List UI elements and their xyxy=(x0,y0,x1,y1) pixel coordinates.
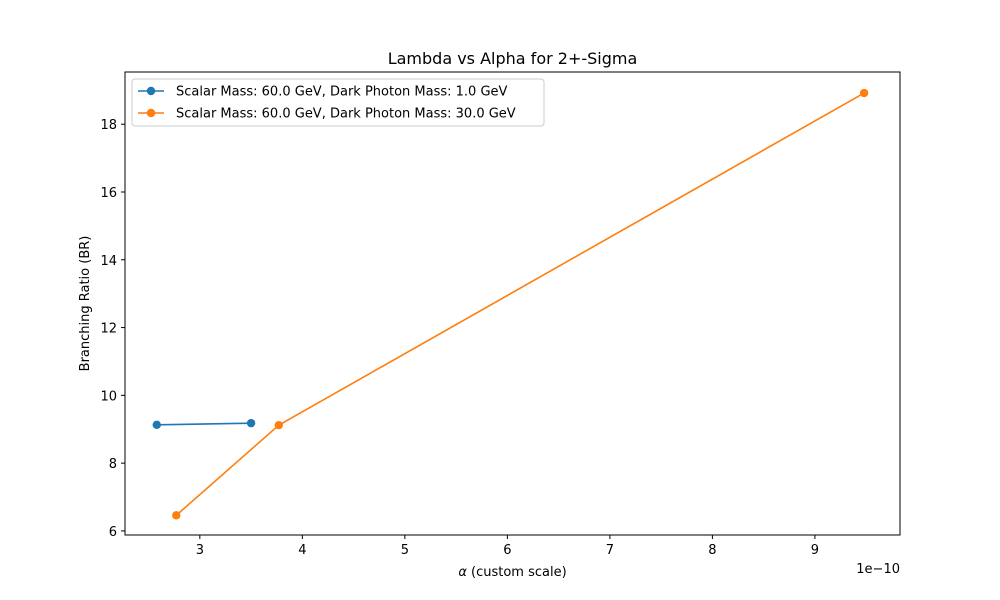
x-tick-label-4: 7 xyxy=(606,543,614,558)
y-tick-label-0: 6 xyxy=(109,525,117,540)
x-tick-label-0: 3 xyxy=(196,543,204,558)
y-axis-label: Branching Ratio (BR) xyxy=(78,236,93,372)
legend-marker-0 xyxy=(146,86,156,96)
x-axis: 3 4 5 6 7 8 9 xyxy=(196,535,819,558)
series-line-1 xyxy=(175,92,865,516)
legend-box xyxy=(131,78,545,127)
series-0-point-0 xyxy=(152,420,161,430)
series-1-point-1 xyxy=(274,420,283,430)
y-tick-label-5: 16 xyxy=(100,186,117,201)
series-0-point-1 xyxy=(246,418,256,428)
x-axis-label-text: (custom scale) xyxy=(467,565,567,580)
x-tick-label-2: 5 xyxy=(401,543,409,558)
series-layer xyxy=(152,88,869,520)
series-1-point-2 xyxy=(859,88,869,98)
series-line-0 xyxy=(156,422,252,426)
plot-frame xyxy=(124,71,901,536)
x-offset-label: 1e−10 xyxy=(856,562,900,577)
x-axis-label: α (custom scale) xyxy=(458,565,566,580)
x-tick-label-6: 9 xyxy=(811,543,819,558)
y-tick-label-6: 18 xyxy=(100,118,117,133)
y-tick-label-3: 12 xyxy=(100,322,117,337)
y-axis: 6 8 10 12 14 16 18 xyxy=(100,118,125,540)
series-1-point-0 xyxy=(172,511,181,520)
legend-label-0: Scalar Mass: 60.0 GeV, Dark Photon Mass:… xyxy=(176,85,508,100)
x-axis-label-symbol: α xyxy=(458,565,467,580)
legend-marker-1 xyxy=(146,108,156,118)
x-tick-label-3: 6 xyxy=(503,543,511,558)
y-tick-label-2: 10 xyxy=(100,389,117,404)
chart-title: Lambda vs Alpha for 2+-Sigma xyxy=(388,49,638,68)
y-tick-label-4: 14 xyxy=(100,254,117,269)
legend: Scalar Mass: 60.0 GeV, Dark Photon Mass:… xyxy=(131,78,545,127)
x-tick-label-1: 4 xyxy=(298,543,306,558)
legend-label-1: Scalar Mass: 60.0 GeV, Dark Photon Mass:… xyxy=(176,107,516,122)
y-tick-label-1: 8 xyxy=(109,457,117,472)
x-tick-label-5: 8 xyxy=(708,543,716,558)
